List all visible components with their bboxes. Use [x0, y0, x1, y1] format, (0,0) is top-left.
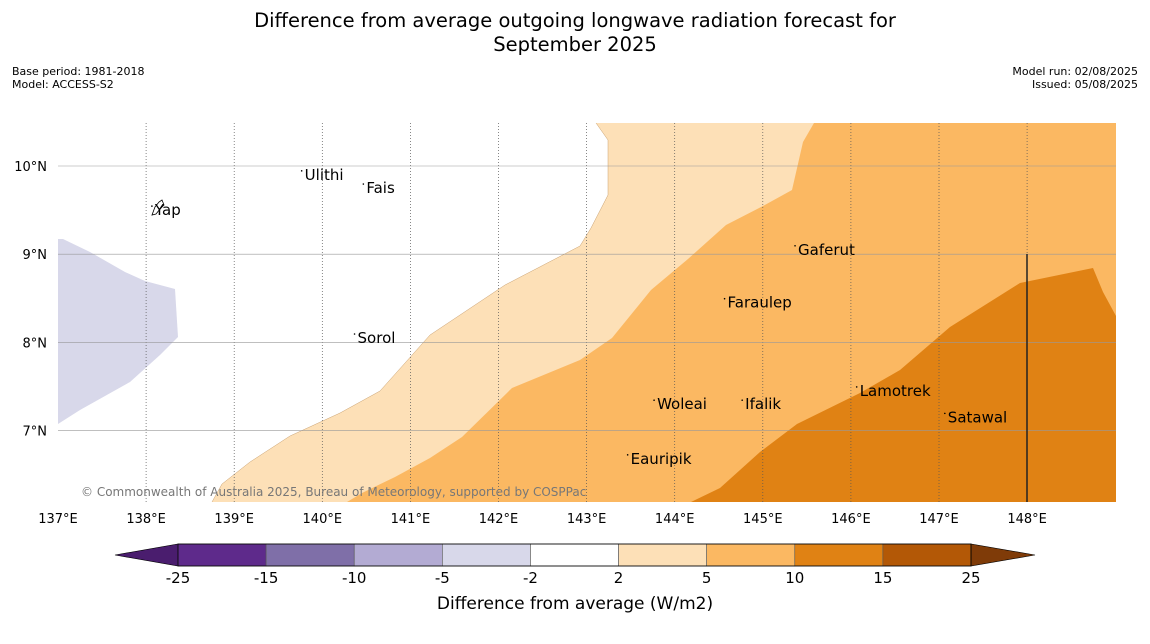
- lon-tick-label: 137°E: [38, 512, 78, 527]
- issued-date: Issued: 05/08/2025: [1031, 78, 1138, 91]
- lat-tick-label: 9°N: [23, 248, 48, 263]
- chart-title: Difference from average outgoing longwav…: [0, 9, 1150, 57]
- base-period: Base period: 1981-2018: [12, 65, 145, 78]
- place-label-satawal: Satawal: [948, 408, 1007, 426]
- place-marker: [944, 412, 946, 415]
- place-marker: [723, 297, 726, 300]
- colorbar-segment: [706, 543, 796, 567]
- colorbar-extend-low: [114, 543, 179, 567]
- latitude-labels: 10°N 9°N 8°N 7°N: [14, 160, 47, 440]
- lon-tick-label: 141°E: [391, 512, 431, 527]
- colorbar-tick-label: -25: [166, 569, 191, 587]
- place-label-faraulep: Faraulep: [728, 294, 792, 312]
- lon-tick-label: 145°E: [743, 512, 783, 527]
- lon-tick-label: 146°E: [831, 512, 871, 527]
- place-marker: [353, 333, 356, 335]
- place-label-sorol: Sorol: [358, 329, 396, 347]
- colorbar-tick-label: 10: [785, 569, 804, 587]
- run-info: Model run: 02/08/2025 Issued: 05/08/2025: [1012, 65, 1138, 91]
- place-marker: [151, 205, 153, 207]
- lat-tick-label: 8°N: [23, 336, 48, 351]
- place-label-fais: Fais: [366, 179, 395, 197]
- lon-tick-label: 143°E: [567, 512, 607, 527]
- colorbar-tick-label: -15: [254, 569, 279, 587]
- place-marker: [653, 399, 655, 401]
- colorbar-segment: [353, 543, 443, 567]
- colorbar-segment: [177, 543, 267, 567]
- place-labels: Ulithi Fais Yap Gaferut Faraulep Sorol Woleai I…: [151, 166, 1007, 468]
- colorbar-tick-label: -5: [435, 569, 450, 587]
- place-marker: [794, 244, 796, 247]
- colorbar-segment: [442, 543, 531, 567]
- lon-tick-label: 140°E: [303, 512, 343, 527]
- lon-tick-label: 142°E: [479, 512, 519, 527]
- lon-tick-label: 144°E: [655, 512, 695, 527]
- place-marker: [741, 399, 743, 401]
- lat-tick-label: 10°N: [14, 160, 47, 175]
- colorbar-tick-label: 15: [873, 569, 892, 587]
- yap-island-shape: [151, 199, 165, 216]
- model-name: Model: ACCESS-S2: [12, 78, 114, 91]
- lon-tick-label: 139°E: [214, 512, 254, 527]
- colorbar-extend-high: [970, 543, 1036, 567]
- place-label-yap: Yap: [154, 201, 181, 219]
- title-line-2: September 2025: [493, 33, 657, 56]
- purple-region: [58, 239, 178, 424]
- colorbar-segment: [794, 543, 884, 567]
- place-marker: [855, 386, 858, 388]
- longitude-labels: 137°E 138°E 139°E 140°E 141°E 142°E 143°E 144°E…: [38, 512, 1047, 527]
- latitude-grid: [58, 165, 1116, 431]
- colorbar-title: Difference from average (W/m2): [437, 594, 713, 614]
- place-label-ulithi: Ulithi: [305, 166, 344, 184]
- colorbar-segment: [882, 543, 972, 567]
- lon-tick-label: 147°E: [919, 512, 959, 527]
- lon-tick-label: 138°E: [126, 512, 166, 527]
- place-marker: [626, 454, 629, 456]
- colorbar-tick-label: 25: [961, 569, 980, 587]
- colorbar-tick-label: -10: [342, 569, 367, 587]
- copyright-notice: © Commonwealth of Australia 2025, Bureau…: [81, 485, 586, 499]
- colorbar-segment: [530, 543, 619, 567]
- lat-tick-label: 7°N: [23, 425, 48, 440]
- colorbar-tick-label: -2: [523, 569, 538, 587]
- colorbar-outline: [177, 543, 972, 567]
- colorbar-tick-label: 5: [702, 569, 712, 587]
- contour-line-2: [211, 123, 609, 502]
- colorbar-segment: [265, 543, 355, 567]
- place-marker: [300, 170, 303, 172]
- place-label-gaferut: Gaferut: [798, 241, 855, 259]
- place-label-ifalik: Ifalik: [745, 395, 781, 413]
- map-area: Ulithi Fais Yap Gaferut Faraulep Sorol Woleai I…: [58, 123, 1116, 502]
- title-line-1: Difference from average outgoing longwav…: [254, 9, 896, 32]
- place-marker: [362, 183, 365, 185]
- model-run: Model run: 02/08/2025: [1012, 65, 1138, 78]
- place-label-woleai: Woleai: [657, 395, 707, 413]
- place-label-lamotrek: Lamotrek: [860, 382, 931, 400]
- colorbar: -25 -15 -10 -5 -2 2 5 10 15 25: [114, 543, 1036, 587]
- colorbar-segment: [618, 543, 707, 567]
- place-label-eauripik: Eauripik: [631, 450, 692, 468]
- base-info: Base period: 1981-2018 Model: ACCESS-S2: [12, 65, 144, 91]
- dark-orange-region: [691, 268, 1116, 502]
- lon-tick-label: 148°E: [1007, 512, 1047, 527]
- colorbar-tick-label: 2: [614, 569, 624, 587]
